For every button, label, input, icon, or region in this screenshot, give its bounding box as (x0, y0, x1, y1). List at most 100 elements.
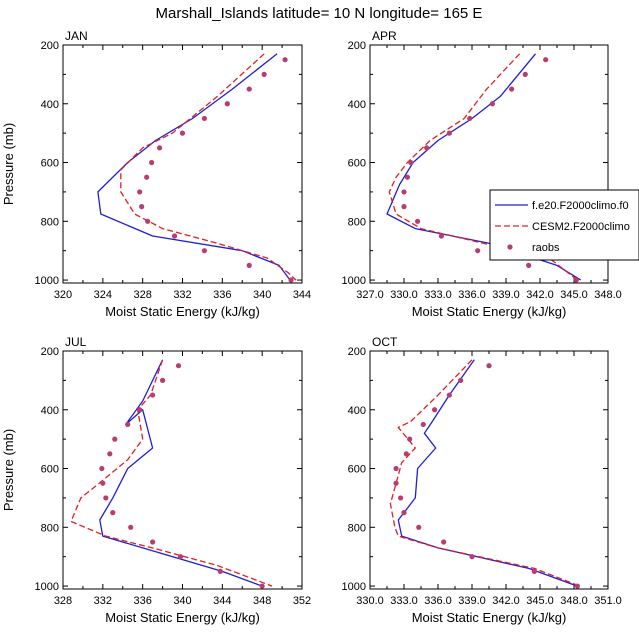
legend-label: f.e20.F2000climo.f0 (532, 200, 629, 212)
raobs-point (573, 277, 579, 283)
y-tick-label: 800 (348, 216, 366, 228)
y-tick-label: 1000 (35, 275, 59, 287)
panel-title: APR (372, 29, 397, 43)
raobs-point (509, 86, 515, 92)
raobs-point (150, 392, 156, 398)
y-tick-label: 400 (348, 99, 366, 111)
raobs-point (201, 248, 208, 254)
raobs-point (224, 101, 230, 107)
raobs-point (110, 510, 116, 516)
raobs-point (441, 539, 447, 545)
cesm2-line (70, 359, 273, 587)
plot-frame (62, 44, 303, 284)
x-tick-label: 352 (293, 595, 311, 607)
x-tick-label: 339.0 (492, 289, 520, 301)
x-tick-label: 340 (253, 289, 271, 301)
y-tick-label: 1000 (35, 581, 59, 593)
x-axis-label: Moist Static Energy (kJ/kg) (105, 610, 260, 625)
raobs-point (171, 233, 178, 239)
x-tick-label: 336.0 (458, 289, 486, 301)
legend-label: CESM2.F2000climo (532, 221, 630, 233)
raobs-point (125, 421, 131, 428)
raobs-point (246, 262, 252, 268)
x-axis-label: Moist Static Energy (kJ/kg) (412, 610, 567, 625)
series-group (70, 359, 273, 589)
legend: f.e20.F2000climo.f0 CESM2.F2000climo raobs (489, 189, 639, 261)
raobs-point (259, 583, 265, 589)
raobs-point (145, 218, 151, 224)
y-tick-label: 200 (41, 40, 59, 52)
cesm2-line (389, 359, 580, 587)
raobs-point (201, 115, 208, 122)
x-tick-label: 344 (293, 289, 311, 301)
x-tick-label: 320 (54, 289, 72, 301)
legend-marker-raobs (507, 244, 513, 250)
panel-jul: 328 332 336 340 344 348 352 200 400 600 800 1000 JUL… (1, 335, 311, 625)
x-tick-label: 340 (173, 595, 191, 607)
raobs-point (467, 115, 473, 122)
x-tick-label: 342.0 (526, 289, 554, 301)
raobs-point (446, 392, 452, 398)
panel-jan: 320 324 328 332 336 340 344 200 400 600 800 1000 JAN… (1, 29, 311, 319)
x-tick-label: 332 (94, 595, 112, 607)
raobs-point (446, 130, 452, 136)
raobs-point (282, 57, 288, 63)
y-tick-label: 800 (41, 522, 59, 534)
raobs-point (415, 218, 421, 224)
x-tick-label: 336.0 (424, 595, 452, 607)
y-tick-label: 200 (348, 40, 366, 52)
x-tick-label: 348 (253, 595, 271, 607)
f-e20-line (397, 359, 578, 587)
raobs-point (112, 436, 118, 442)
raobs-point (103, 495, 109, 501)
plot-frame (62, 350, 303, 590)
y-tick-label: 1000 (342, 275, 366, 287)
raobs-point (100, 480, 106, 486)
series-group (389, 359, 581, 589)
x-tick-label: 342.0 (492, 595, 520, 607)
x-tick-label: 348.0 (560, 595, 588, 607)
raobs-point (401, 204, 407, 210)
figure-title: Marshall_Islands latitude= 10 N longitud… (156, 5, 483, 22)
x-tick-label: 327.0 (356, 289, 384, 301)
f-e20-line (97, 53, 291, 281)
raobs-point (486, 363, 492, 369)
raobs-point (432, 407, 438, 413)
raobs-point (137, 189, 143, 195)
raobs-point (404, 174, 410, 180)
raobs-point (175, 363, 182, 369)
raobs-point (543, 57, 549, 63)
x-tick-label: 336 (133, 595, 151, 607)
x-tick-label: 333.0 (390, 595, 418, 607)
raobs-point (150, 539, 156, 545)
raobs-point (401, 189, 407, 195)
x-tick-label: 333.0 (424, 289, 452, 301)
raobs-point (177, 554, 184, 560)
panel-title: JUL (65, 335, 87, 349)
raobs-point (107, 451, 113, 457)
raobs-point (489, 101, 495, 107)
raobs-point (261, 71, 267, 77)
raobs-point (458, 377, 464, 383)
x-tick-label: 328 (133, 289, 151, 301)
raobs-point (522, 71, 528, 77)
y-tick-label: 1000 (342, 581, 366, 593)
raobs-point (246, 86, 252, 92)
x-tick-label: 336 (213, 289, 231, 301)
raobs-point (144, 174, 150, 180)
x-tick-label: 332 (173, 289, 191, 301)
raobs-point (288, 277, 294, 283)
y-tick-label: 200 (348, 346, 366, 358)
raobs-point (475, 248, 481, 254)
panel-title: OCT (372, 335, 398, 349)
panel-oct: 330.0 333.0 336.0 339.0 342.0 345.0 348.0 351.0… (342, 335, 622, 625)
raobs-point (438, 233, 444, 239)
panel-apr: 327.0 330.0 333.0 336.0 339.0 342.0 345.0 348.0… (342, 29, 622, 319)
cesm2-line (120, 53, 297, 281)
raobs-point (526, 262, 532, 268)
x-tick-label: 330.0 (390, 289, 418, 301)
y-axis-label: Pressure (mb) (1, 123, 16, 205)
y-tick-label: 400 (41, 405, 59, 417)
raobs-point (393, 465, 399, 472)
panel-title: JAN (65, 29, 88, 43)
